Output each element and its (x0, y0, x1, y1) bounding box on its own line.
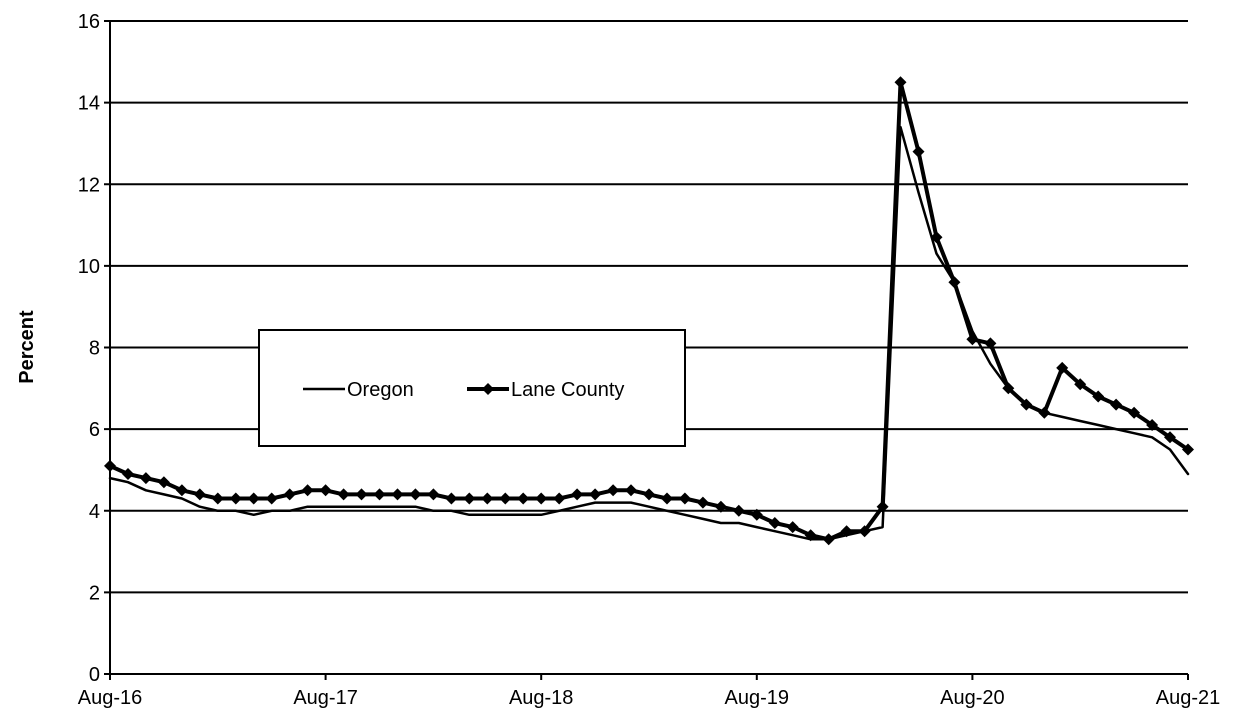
data-point-lane-county (1002, 382, 1015, 395)
data-point-lane-county (337, 488, 350, 501)
data-point-lane-county (445, 492, 458, 505)
data-point-lane-county (571, 488, 584, 501)
legend-label-oregon: Oregon (347, 379, 414, 401)
data-point-lane-county (894, 76, 907, 89)
x-tick-label: Aug-21 (1156, 687, 1221, 709)
data-point-lane-county (607, 484, 620, 497)
data-point-lane-county (139, 472, 152, 485)
data-point-lane-county (1128, 406, 1141, 419)
data-point-lane-county (840, 525, 853, 538)
data-point-lane-county (211, 492, 224, 505)
y-tick-label: 14 (78, 93, 100, 115)
data-point-lane-county (930, 231, 943, 244)
data-point-lane-county (175, 484, 188, 497)
data-point-lane-county (1056, 361, 1069, 374)
series-line-lane-county (108, 80, 1190, 542)
data-point-lane-county (1146, 419, 1159, 431)
data-point-lane-county (948, 276, 961, 289)
x-tick-label: Aug-18 (509, 687, 574, 709)
data-point-lane-county (122, 468, 134, 480)
data-point-lane-county (876, 500, 889, 513)
data-point-lane-county (625, 484, 637, 497)
data-point-lane-county (714, 500, 727, 513)
data-point-lane-county (409, 488, 422, 501)
y-tick-label: 2 (89, 582, 100, 604)
legend: Oregon Lane County (258, 329, 686, 447)
data-point-lane-county (157, 476, 170, 489)
data-point-lane-county (391, 488, 404, 501)
y-tick-label: 6 (89, 419, 100, 441)
x-tick-label: Aug-17 (293, 687, 358, 709)
data-point-lane-county (193, 488, 206, 501)
data-point-lane-county (319, 484, 332, 497)
data-point-lane-county (481, 492, 494, 505)
x-tick-label: Aug-19 (725, 687, 790, 709)
data-point-lane-county (355, 488, 368, 501)
data-point-lane-county (1038, 406, 1051, 419)
data-point-lane-county (661, 492, 673, 505)
legend-label-lane-county: Lane County (511, 379, 624, 401)
legend-marker-lane-county (482, 383, 494, 395)
data-point-lane-county (822, 533, 835, 546)
y-tick-label: 4 (89, 501, 100, 523)
data-point-lane-county (786, 521, 799, 534)
data-point-lane-county (768, 517, 781, 529)
data-point-lane-county (1164, 431, 1176, 444)
data-point-lane-county (589, 488, 602, 501)
data-point-lane-county (283, 488, 296, 501)
y-tick-labels: 0 2 4 6 8 10 12 14 16 (78, 11, 110, 686)
series-layer (104, 76, 1194, 546)
data-point-lane-county (1074, 378, 1087, 391)
y-tick-label: 8 (89, 338, 100, 360)
x-tick-label: Aug-20 (940, 687, 1005, 709)
data-point-lane-county (427, 488, 440, 501)
data-point-lane-county (499, 492, 512, 505)
data-point-lane-county (678, 492, 691, 505)
data-point-lane-county (1020, 398, 1033, 411)
data-point-lane-county (373, 488, 386, 501)
data-point-lane-county (535, 492, 548, 505)
data-point-lane-county (1110, 398, 1123, 411)
data-point-lane-county (984, 337, 997, 350)
data-point-lane-county (750, 508, 763, 521)
data-point-lane-county (804, 529, 817, 542)
y-tick-label: 10 (78, 256, 100, 278)
data-point-lane-county (696, 496, 709, 509)
data-point-lane-county (858, 525, 871, 538)
data-point-lane-county (732, 504, 745, 517)
data-point-lane-county (912, 145, 925, 158)
data-point-lane-county (463, 492, 476, 505)
y-tick-label: 12 (78, 174, 100, 196)
y-tick-label: 16 (78, 11, 100, 33)
data-point-lane-county (517, 492, 530, 505)
data-point-lane-county (229, 492, 242, 505)
data-point-lane-county (553, 492, 566, 505)
y-axis-title: Percent (16, 310, 38, 384)
x-tick-labels: Aug-16 Aug-17 Aug-18 Aug-19 Aug-20 Aug-21 (78, 674, 1221, 709)
data-point-lane-county (301, 484, 314, 497)
data-point-lane-county (265, 492, 278, 505)
data-point-lane-county (643, 488, 655, 501)
data-point-lane-county (1092, 390, 1105, 403)
x-tick-label: Aug-16 (78, 687, 143, 709)
data-point-lane-county (1182, 443, 1194, 456)
data-point-lane-county (247, 492, 260, 505)
y-tick-label: 0 (89, 664, 100, 686)
data-point-lane-county (966, 333, 979, 346)
